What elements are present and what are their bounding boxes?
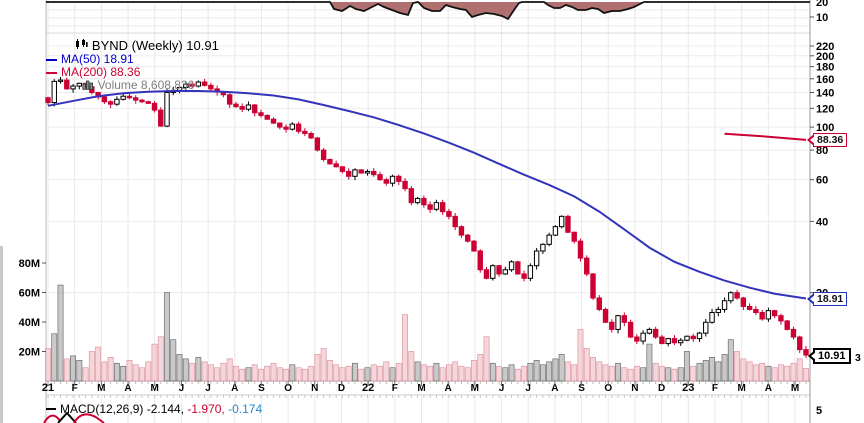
candles-layer <box>45 77 809 358</box>
candlestick-icon <box>46 26 88 65</box>
svg-text:20M: 20M <box>19 347 40 359</box>
last-price-callout: 10.91 <box>808 348 851 364</box>
svg-text:M: M <box>151 383 159 394</box>
svg-text:A: A <box>124 383 131 394</box>
svg-text:140: 140 <box>816 88 834 100</box>
ma200-label: MA(200) 88.36 <box>61 65 141 79</box>
svg-text:180: 180 <box>816 62 834 74</box>
volume-bars-layer <box>45 284 809 382</box>
svg-text:21: 21 <box>42 382 54 394</box>
svg-text:A: A <box>765 383 772 394</box>
macd-label-hist: -0.174 <box>224 401 263 416</box>
svg-text:N: N <box>311 383 318 394</box>
svg-text:220: 220 <box>816 41 834 53</box>
volume-legend-row[interactable]: Volume 8,608,836 <box>46 79 219 92</box>
svg-text:S: S <box>258 383 265 394</box>
svg-text:80: 80 <box>816 145 828 157</box>
svg-text:D: D <box>658 383 665 394</box>
svg-text:S: S <box>578 383 585 394</box>
svg-text:23: 23 <box>682 382 694 394</box>
svg-text:F: F <box>712 383 718 394</box>
svg-text:J: J <box>525 383 531 394</box>
svg-text:N: N <box>631 383 638 394</box>
volume-bars-icon <box>46 66 94 105</box>
svg-text:10: 10 <box>816 12 828 24</box>
top-indicator-area <box>46 1 810 21</box>
macd-line-swatch <box>46 407 56 410</box>
macd-label-main: MACD(12,26,9) -2.144, <box>60 401 185 416</box>
ma50-legend-row[interactable]: MA(50) 18.91 <box>46 53 219 66</box>
svg-text:5: 5 <box>816 405 822 417</box>
svg-text:100: 100 <box>816 122 834 134</box>
svg-text:M: M <box>791 383 799 394</box>
macd-curve-fragments <box>43 411 105 423</box>
volume-label: Volume 8,608,836 <box>97 78 195 92</box>
svg-text:D: D <box>338 383 345 394</box>
macd-label-signal: -1.970, <box>184 401 225 416</box>
clipped-axis-digit: 3 <box>855 352 861 364</box>
svg-text:J: J <box>205 383 211 394</box>
svg-text:M: M <box>737 383 745 394</box>
svg-text:A: A <box>551 383 558 394</box>
svg-text:M: M <box>471 383 479 394</box>
svg-text:A: A <box>231 383 238 394</box>
svg-text:60: 60 <box>816 175 828 187</box>
svg-text:40M: 40M <box>19 317 40 329</box>
svg-text:60M: 60M <box>19 288 40 300</box>
macd-legend-row[interactable]: MACD(12,26,9) -2.144, -1.970, -0.174 <box>46 401 263 416</box>
svg-text:F: F <box>72 383 78 394</box>
svg-text:O: O <box>604 383 612 394</box>
svg-text:20: 20 <box>816 0 828 9</box>
svg-text:160: 160 <box>816 74 834 86</box>
symbol-title-row[interactable]: BYND (Weekly) 10.91 <box>46 38 219 53</box>
svg-text:O: O <box>284 383 292 394</box>
svg-text:40: 40 <box>816 216 828 228</box>
ma50-line-swatch <box>46 58 57 61</box>
ma200-legend-row[interactable]: MA(200) 88.36 <box>46 66 219 79</box>
ma50-label: MA(50) 18.91 <box>61 52 134 66</box>
symbol-title: BYND (Weekly) 10.91 <box>91 38 219 53</box>
chart-legend: BYND (Weekly) 10.91 MA(50) 18.91 MA(200)… <box>46 38 219 92</box>
ma200-line <box>724 132 807 141</box>
svg-text:80M: 80M <box>19 258 40 270</box>
svg-text:A: A <box>445 383 452 394</box>
svg-text:22: 22 <box>362 382 374 394</box>
svg-text:120: 120 <box>816 103 834 115</box>
svg-text:J: J <box>499 383 505 394</box>
svg-text:F: F <box>392 383 398 394</box>
ma50-line <box>47 90 807 300</box>
svg-text:200: 200 <box>816 51 834 63</box>
svg-text:M: M <box>97 383 105 394</box>
svg-text:J: J <box>179 383 185 394</box>
left-edge-strip <box>0 246 3 423</box>
svg-text:M: M <box>417 383 425 394</box>
ma200-price-callout: 88.36 <box>806 133 848 147</box>
ma50-price-callout: 18.91 <box>806 292 848 306</box>
ma200-line-swatch <box>46 71 57 74</box>
